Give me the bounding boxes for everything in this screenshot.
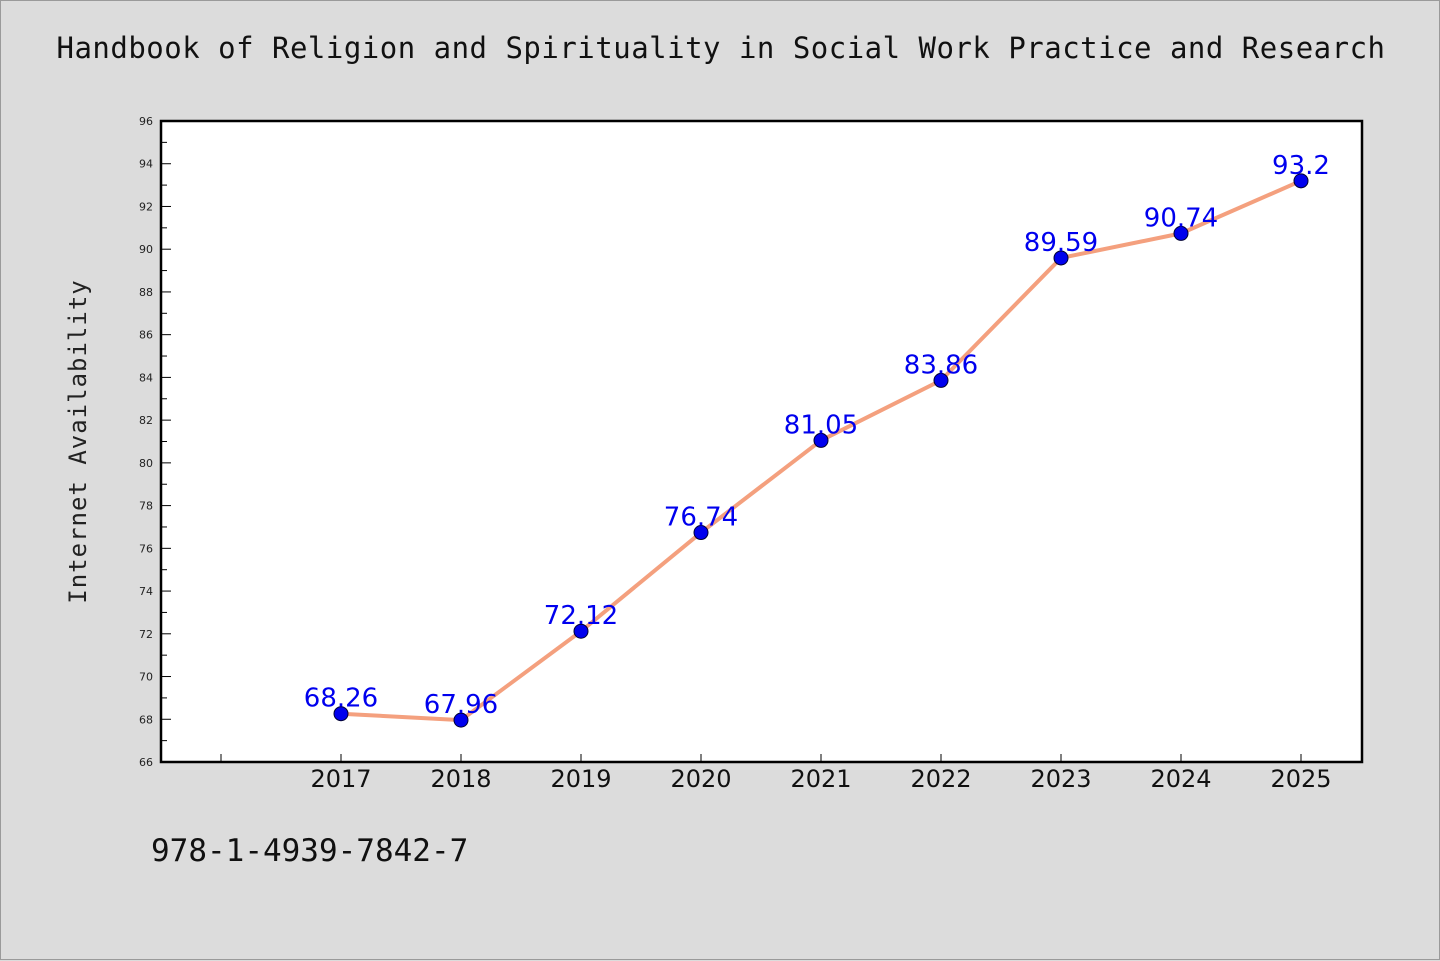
y-tick-label: 74	[139, 585, 153, 598]
x-tick-label: 2019	[550, 765, 611, 793]
data-label: 89.59	[1024, 228, 1098, 258]
data-label: 72.12	[544, 601, 618, 631]
isbn-code: 978-1-4939-7842-7	[151, 833, 469, 869]
data-label: 93.2	[1272, 151, 1330, 181]
data-label: 67.96	[424, 690, 498, 720]
y-axis: 66 68 70 72 74 76 78 80 82 84 86 88 90 92 94 96	[139, 115, 171, 769]
y-tick-label: 88	[139, 286, 153, 299]
data-point	[933, 372, 949, 388]
x-tick-label: 2024	[1150, 765, 1211, 793]
series-markers	[333, 173, 1309, 728]
y-tick-label: 82	[139, 414, 153, 427]
y-tick-label: 94	[139, 158, 153, 171]
y-tick-label: 86	[139, 329, 153, 342]
data-point	[1173, 225, 1189, 241]
y-tick-label: 72	[139, 628, 153, 641]
data-label: 83.86	[904, 350, 978, 380]
data-label: 90.74	[1144, 203, 1218, 233]
y-tick-label: 78	[139, 500, 153, 513]
y-axis-label: Internet Availability	[64, 279, 92, 603]
y-tick-label: 80	[139, 457, 153, 470]
y-tick-label: 70	[139, 671, 153, 684]
y-tick-label: 96	[139, 115, 153, 128]
x-tick-label: 2022	[910, 765, 971, 793]
x-tick-label: 2021	[790, 765, 851, 793]
plot-area	[159, 119, 1364, 764]
data-point	[693, 525, 709, 541]
data-label: 68.26	[304, 684, 378, 714]
data-point	[453, 712, 469, 728]
data-point	[573, 623, 589, 639]
x-tick-label: 2023	[1030, 765, 1091, 793]
x-tick-label: 2025	[1270, 765, 1331, 793]
data-point	[813, 432, 829, 448]
x-axis: 2017 2018 2019 2020 2021 2022 2023 2024 2025	[220, 754, 1332, 793]
x-tick-label: 2017	[310, 765, 371, 793]
data-label: 81.05	[784, 410, 858, 440]
y-tick-label: 90	[139, 243, 153, 256]
data-point	[333, 706, 349, 722]
y-tick-label: 76	[139, 542, 153, 555]
data-point	[1293, 173, 1309, 189]
y-tick-label: 66	[139, 756, 153, 769]
x-tick-label: 2018	[430, 765, 491, 793]
data-point	[1053, 250, 1069, 266]
data-labels: 68.26 67.96 72.12 76.74 81.05 83.86 89.59 90.74…	[304, 151, 1330, 720]
x-tick-label: 2020	[670, 765, 731, 793]
data-label: 76.74	[664, 503, 738, 533]
chart-title: Handbook of Religion and Spirituality in…	[56, 31, 1386, 65]
y-tick-label: 92	[139, 200, 153, 213]
y-tick-label: 68	[139, 713, 153, 726]
y-tick-label: 84	[139, 371, 153, 384]
